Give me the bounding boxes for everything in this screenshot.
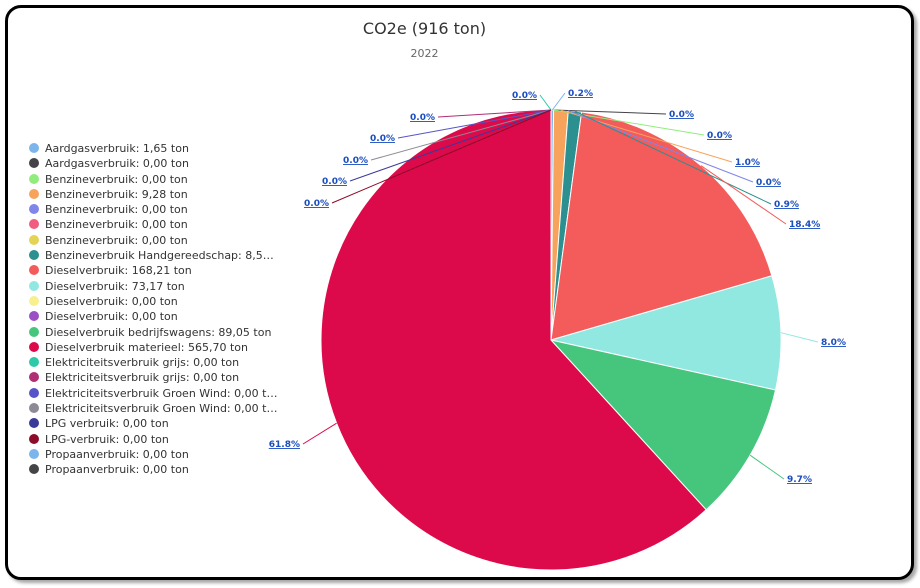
data-label: 61.8%	[269, 440, 300, 450]
connector-line	[349, 109, 552, 182]
legend-marker	[29, 464, 39, 475]
legend-item[interactable]: Elektriciteitsverbruik grijs: 0,00 ton	[29, 355, 279, 370]
connector-line	[302, 422, 337, 445]
data-label: 0.0%	[707, 131, 732, 141]
data-label: 0.2%	[568, 89, 593, 99]
data-label: 0.0%	[343, 156, 368, 166]
legend-marker	[29, 188, 39, 199]
connector-line	[331, 109, 552, 204]
legend-marker	[29, 357, 39, 368]
legend-marker	[29, 433, 39, 444]
legend-item[interactable]: Elektriciteitsverbruik grijs: 0,00 ton	[29, 370, 279, 385]
data-label: 18.4%	[789, 220, 820, 230]
pie-slice[interactable]	[550, 275, 782, 391]
connector-line	[553, 109, 667, 115]
legend-item[interactable]: Elektriciteitsverbruik Groen Wind: 0,00 …	[29, 401, 279, 416]
chart-container: CO2e (916 ton) 2022 Aardgasverbruik: 1,6…	[5, 5, 914, 580]
legend-marker	[29, 158, 39, 169]
connector-line	[749, 454, 785, 480]
pie-chart: 0.2% 0.0% 0.0% 1.0% 0.0% 0.9% 18.4% 8.0% 9.7% 61.…	[269, 89, 846, 571]
pie-slice[interactable]	[320, 109, 707, 571]
legend-marker	[29, 341, 39, 352]
pie-slice[interactable]	[549, 339, 777, 511]
data-label: 0.0%	[370, 134, 395, 144]
legend-item[interactable]: Aardgasverbruik: 0,00 ton	[29, 156, 279, 171]
data-label: 0.9%	[774, 200, 799, 210]
legend-item[interactable]: LPG-verbruik: 0,00 ton	[29, 432, 279, 447]
legend-item[interactable]: Benzineverbruik: 0,00 ton	[29, 172, 279, 187]
legend-item[interactable]: Dieselverbruik: 0,00 ton	[29, 294, 279, 309]
legend-item[interactable]: Dieselverbruik: 0,00 ton	[29, 309, 279, 324]
connector-line	[700, 165, 787, 225]
legend-item[interactable]: Dieselverbruik materieel: 565,70 ton	[29, 340, 279, 355]
connector-line	[780, 332, 819, 343]
legend-marker	[29, 234, 39, 245]
legend-item[interactable]: Benzineverbruik Handgereedschap: 8,52…	[29, 248, 279, 263]
legend-item[interactable]: LPG verbruik: 0,00 ton	[29, 416, 279, 431]
legend-marker	[29, 143, 39, 153]
legend-marker	[29, 219, 39, 230]
legend-item[interactable]: Benzineverbruik: 0,00 ton	[29, 233, 279, 248]
connector-line	[397, 109, 552, 139]
connector-line	[370, 109, 552, 161]
legend-marker	[29, 403, 39, 414]
legend-marker	[29, 204, 39, 215]
legend-marker	[29, 295, 39, 306]
legend-item[interactable]: Benzineverbruik: 0,00 ton	[29, 217, 279, 232]
legend-marker	[29, 326, 39, 337]
chart-subtitle: 2022	[410, 47, 439, 60]
data-label: 0.0%	[322, 177, 347, 187]
legend-marker	[29, 173, 39, 184]
connector-line	[539, 94, 552, 111]
data-label: 0.0%	[756, 178, 781, 188]
connector-line	[574, 110, 772, 205]
data-label: 0.0%	[669, 110, 694, 120]
chart-legend: Aardgasverbruik: 1,65 ton Aardgasverbruik…	[29, 141, 279, 478]
data-label: 0.0%	[304, 199, 329, 209]
connector-line	[551, 92, 566, 111]
data-label: 0.0%	[410, 113, 435, 123]
legend-item[interactable]: Dieselverbruik: 73,17 ton	[29, 279, 279, 294]
legend-item[interactable]: Aardgasverbruik: 1,65 ton	[29, 141, 279, 156]
legend-item[interactable]: Propaanverbruik: 0,00 ton	[29, 462, 279, 477]
legend-item[interactable]: Benzineverbruik: 9,28 ton	[29, 187, 279, 202]
legend-marker	[29, 265, 39, 276]
legend-item[interactable]: Dieselverbruik bedrijfswagens: 89,05 ton	[29, 325, 279, 340]
data-label: 8.0%	[821, 338, 846, 348]
data-label: 1.0%	[735, 158, 760, 168]
data-label: 9.7%	[787, 475, 812, 485]
legend-item[interactable]: Dieselverbruik: 168,21 ton	[29, 263, 279, 278]
legend-marker	[29, 250, 39, 261]
chart-title: CO2e (916 ton)	[362, 19, 487, 38]
legend-marker	[29, 280, 39, 291]
legend-marker	[29, 387, 39, 398]
legend-marker	[29, 418, 39, 429]
legend-marker	[29, 372, 39, 383]
legend-item[interactable]: Benzineverbruik: 0,00 ton	[29, 202, 279, 217]
connector-line	[437, 109, 552, 118]
legend-marker	[29, 311, 39, 322]
legend-item[interactable]: Propaanverbruik: 0,00 ton	[29, 447, 279, 462]
legend-item[interactable]: Elektriciteitsverbruik Groen Wind: 0,00 …	[29, 386, 279, 401]
legend-marker	[29, 448, 39, 459]
data-label: 0.0%	[512, 91, 537, 101]
